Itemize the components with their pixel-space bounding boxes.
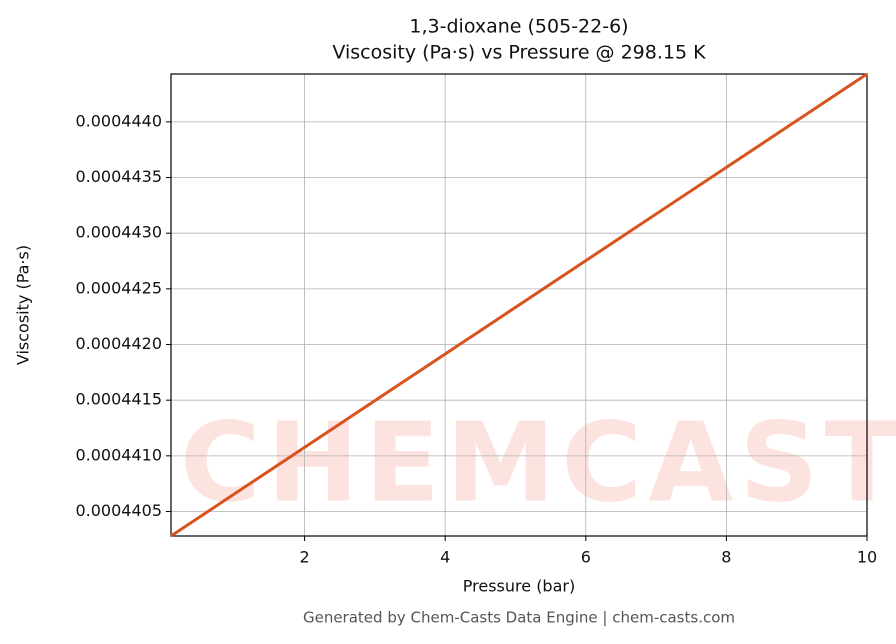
watermark: CHEMCASTS: [180, 398, 896, 526]
x-tick-label: 6: [581, 548, 591, 567]
x-tick-label: 8: [721, 548, 731, 567]
y-axis-label: Viscosity (Pa·s): [14, 245, 33, 365]
line-series: [170, 72, 868, 538]
y-tick-label: 0.0004405: [75, 501, 162, 520]
x-tick-label: 4: [440, 548, 450, 567]
y-tick-label: 0.0004435: [75, 167, 162, 186]
plot-frame: [170, 73, 868, 537]
chart-subtitle: Viscosity (Pa·s) vs Pressure @ 298.15 K: [332, 42, 706, 64]
y-tick-label: 0.0004420: [75, 334, 162, 353]
x-axis-label: Pressure (bar): [463, 577, 575, 596]
footer: Generated by Chem-Casts Data Engine | ch…: [303, 609, 735, 627]
y-tick-label: 0.0004440: [75, 111, 162, 130]
y-tick-label: 0.0004410: [75, 445, 162, 464]
x-tick-label: 2: [299, 548, 309, 567]
y-tick-label: 0.0004425: [75, 278, 162, 297]
y-tick-label: 0.0004430: [75, 223, 162, 242]
chart-title: 1,3-dioxane (505-22-6): [409, 16, 628, 38]
x-tick-label: 10: [857, 548, 877, 567]
y-tick-label: 0.0004415: [75, 390, 162, 409]
